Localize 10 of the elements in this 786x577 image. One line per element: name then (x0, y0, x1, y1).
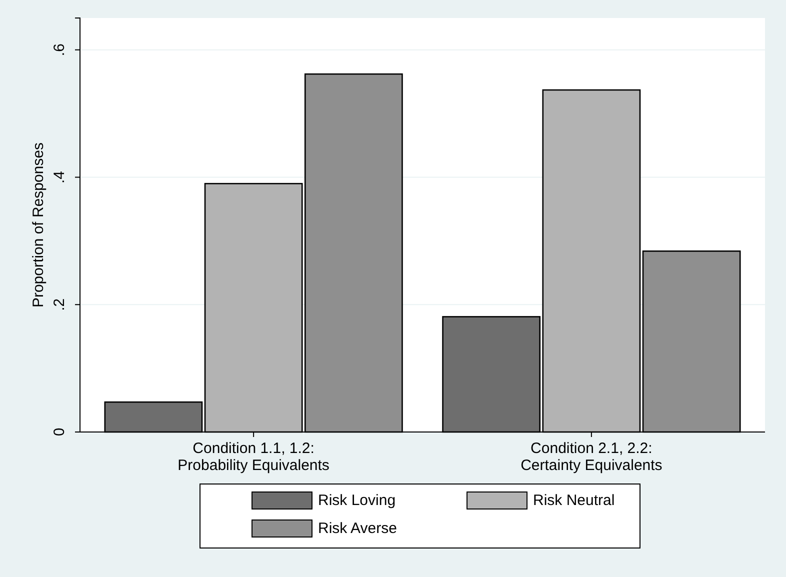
y-tick-label: .4 (51, 170, 68, 184)
legend-label: Risk Averse (318, 520, 397, 537)
legend-label: Risk Neutral (533, 492, 615, 509)
legend-label: Risk Loving (318, 492, 396, 509)
y-tick-label: .6 (51, 44, 68, 56)
x-tick-label: Condition 2.1, 2.2: Certainty Equivalents (520, 440, 662, 474)
x-tick-label: Condition 1.1, 1.2: Probability Equivalents (178, 440, 330, 474)
y-tick-label: 0 (51, 428, 68, 436)
y-tick-label: .2 (51, 298, 68, 311)
y-axis-title: Proportion of Responses (30, 142, 47, 308)
